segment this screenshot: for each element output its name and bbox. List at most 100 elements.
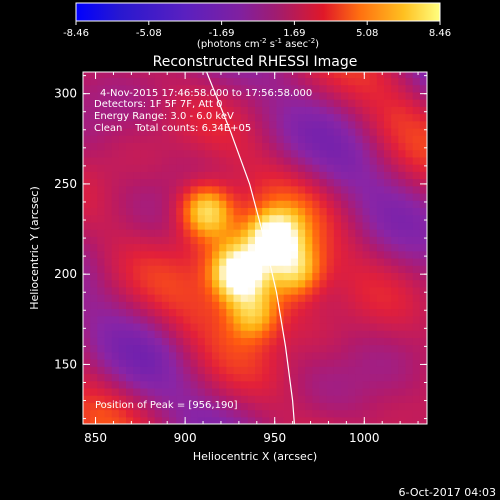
heatmap-cell: [104, 265, 113, 273]
heatmap-cell: [419, 330, 427, 338]
heatmap-cell: [140, 279, 149, 288]
heatmap-cell: [104, 200, 113, 208]
heatmap-cell: [176, 229, 184, 237]
heatmap-cell: [97, 156, 106, 165]
heatmap-cell: [126, 106, 134, 115]
heatmap-cell: [247, 164, 256, 172]
heatmap-cell: [204, 402, 213, 411]
heatmap-cell: [118, 409, 127, 418]
heatmap-cell: [376, 387, 385, 396]
heatmap-cell: [333, 178, 342, 187]
heatmap-cell: [333, 416, 342, 424]
heatmap-cell: [161, 77, 170, 86]
heatmap-cell: [133, 221, 141, 230]
heatmap-cell: [90, 366, 98, 375]
heatmap-cell: [111, 294, 120, 302]
heatmap-cell: [140, 192, 149, 201]
heatmap-cell: [369, 387, 378, 396]
heatmap-cell: [104, 301, 113, 310]
heatmap-cell: [147, 113, 156, 122]
heatmap-cell: [405, 322, 414, 331]
heatmap-cell: [305, 243, 313, 252]
heatmap-cell: [204, 99, 213, 107]
heatmap-cell: [369, 380, 378, 389]
heatmap-cell: [147, 416, 156, 424]
heatmap-cell: [384, 380, 392, 389]
heatmap-cell: [111, 272, 120, 281]
heatmap-cell: [90, 286, 98, 295]
heatmap-cell: [219, 229, 227, 237]
heatmap-cell: [219, 120, 227, 129]
heatmap-cell: [348, 229, 356, 237]
heatmap-cell: [290, 322, 299, 331]
heatmap-cell: [133, 229, 141, 237]
heatmap-cell: [104, 84, 113, 93]
heatmap-cell: [190, 236, 199, 245]
chart-title: Reconstructed RHESSI Image: [153, 54, 358, 70]
heatmap-cell: [104, 236, 113, 245]
heatmap-cell: [111, 265, 120, 273]
heatmap-cell: [305, 77, 313, 86]
heatmap-cell: [398, 149, 407, 158]
heatmap-cell: [247, 416, 256, 424]
heatmap-cell: [104, 207, 113, 216]
heatmap-cell: [419, 279, 427, 288]
heatmap-cell: [140, 99, 149, 107]
heatmap-cell: [312, 200, 321, 208]
heatmap-cell: [83, 207, 91, 216]
heatmap-cell: [362, 330, 371, 338]
heatmap-cell: [290, 207, 299, 216]
heatmap-cell: [176, 315, 184, 324]
heatmap-cell: [262, 257, 270, 266]
heatmap-cell: [190, 127, 199, 136]
heatmap-cell: [169, 156, 177, 165]
heatmap-cell: [247, 214, 256, 223]
heatmap-cell: [405, 185, 414, 194]
heatmap-cell: [104, 279, 113, 288]
heatmap-cell: [333, 135, 342, 143]
heatmap-cell: [233, 113, 242, 122]
heatmap-cell: [169, 135, 177, 143]
heatmap-cell: [262, 344, 270, 353]
heatmap-cell: [276, 214, 285, 223]
heatmap-cell: [133, 207, 141, 216]
heatmap-cell: [312, 301, 321, 310]
heatmap-cell: [118, 286, 127, 295]
y-tick-label: 150: [54, 357, 77, 371]
heatmap-cell: [111, 359, 120, 367]
heatmap-cell: [398, 286, 407, 295]
heatmap-cell: [305, 359, 313, 367]
heatmap-cell: [298, 192, 306, 201]
heatmap-cell: [276, 91, 285, 100]
heatmap-cell: [298, 366, 306, 375]
heatmap-cell: [226, 395, 235, 403]
heatmap-cell: [219, 272, 227, 281]
heatmap-cell: [341, 330, 349, 338]
heatmap-cell: [140, 106, 149, 115]
heatmap-cell: [398, 156, 407, 165]
heatmap-cell: [384, 171, 392, 180]
heatmap-cell: [118, 185, 127, 194]
heatmap-cell: [204, 135, 213, 143]
heatmap-cell: [326, 178, 335, 187]
heatmap-cell: [376, 156, 385, 165]
heatmap-cell: [405, 257, 414, 266]
heatmap-cell: [305, 301, 313, 310]
heatmap-cell: [362, 120, 371, 129]
heatmap-cell: [247, 308, 256, 317]
heatmap-cell: [90, 359, 98, 367]
heatmap-cell: [269, 373, 278, 382]
heatmap-cell: [183, 395, 192, 403]
heatmap-cell: [376, 373, 385, 382]
heatmap-cell: [126, 221, 134, 230]
heatmap-cell: [247, 127, 256, 136]
heatmap-cell: [255, 272, 263, 281]
heatmap-cell: [376, 344, 385, 353]
heatmap-cell: [226, 265, 235, 273]
heatmap-cell: [412, 272, 421, 281]
heatmap-cell: [219, 185, 227, 194]
heatmap-cell: [233, 106, 242, 115]
heatmap-cell: [412, 120, 421, 129]
heatmap-cell: [312, 120, 321, 129]
heatmap-cell: [233, 135, 242, 143]
